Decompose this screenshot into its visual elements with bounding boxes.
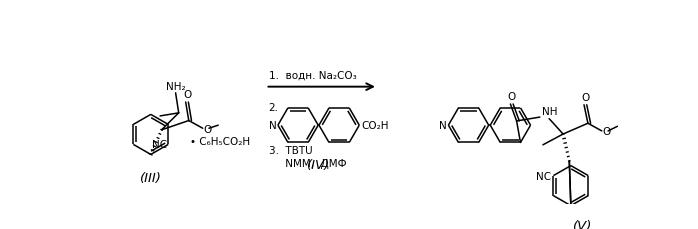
Text: 2.: 2. <box>269 103 279 113</box>
Text: CO₂H: CO₂H <box>362 121 389 131</box>
Text: NC: NC <box>151 140 167 150</box>
Text: O: O <box>204 125 211 134</box>
Text: NC: NC <box>536 171 551 181</box>
Text: N: N <box>269 121 276 131</box>
Text: O: O <box>508 92 516 101</box>
Text: (V): (V) <box>573 220 592 229</box>
Text: O: O <box>581 92 590 102</box>
Text: NH: NH <box>542 106 558 116</box>
Text: • C₆H₅CO₂H: • C₆H₅CO₂H <box>190 136 250 146</box>
Text: NMM,  ДМФ: NMM, ДМФ <box>269 158 346 168</box>
Text: (IV): (IV) <box>307 158 330 171</box>
Text: (III): (III) <box>140 172 162 185</box>
Text: N: N <box>439 121 447 131</box>
Text: O: O <box>183 90 191 100</box>
Text: O: O <box>602 126 611 136</box>
Text: 1.  водн. Na₂CO₃: 1. водн. Na₂CO₃ <box>269 70 357 80</box>
Text: 3.  TBTU: 3. TBTU <box>269 145 312 155</box>
Text: NH₂: NH₂ <box>166 81 186 91</box>
